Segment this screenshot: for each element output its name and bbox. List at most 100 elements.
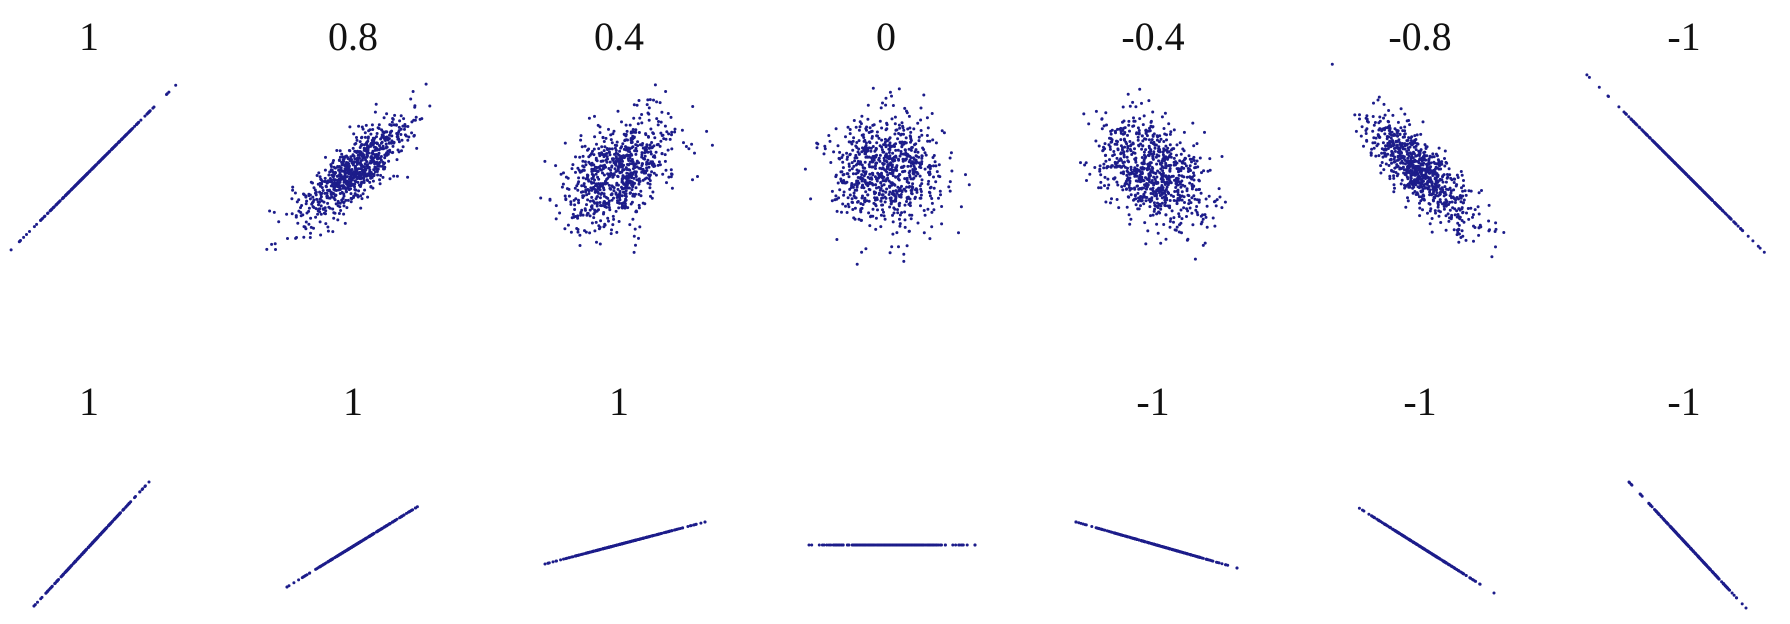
dot bbox=[363, 162, 367, 166]
dot bbox=[1736, 224, 1740, 228]
dot bbox=[577, 201, 581, 205]
dot bbox=[318, 175, 322, 179]
dot bbox=[340, 200, 344, 203]
dot bbox=[888, 251, 892, 255]
dot bbox=[923, 151, 927, 155]
dot bbox=[329, 190, 333, 194]
dot bbox=[332, 178, 336, 181]
dot bbox=[334, 171, 337, 175]
dot bbox=[607, 203, 611, 207]
dot bbox=[601, 167, 605, 171]
dot bbox=[273, 242, 277, 246]
dot bbox=[893, 145, 896, 148]
dot bbox=[583, 160, 587, 164]
dot bbox=[1423, 143, 1427, 147]
dot bbox=[879, 187, 883, 190]
dot bbox=[884, 143, 887, 147]
dot bbox=[918, 174, 922, 178]
dot bbox=[1587, 75, 1591, 79]
dot bbox=[845, 172, 849, 176]
dot bbox=[637, 99, 641, 102]
dot bbox=[1123, 145, 1127, 149]
dot bbox=[1178, 141, 1182, 145]
dot bbox=[874, 148, 878, 152]
dot bbox=[948, 180, 952, 184]
dot bbox=[1204, 215, 1208, 219]
dot bbox=[341, 169, 345, 173]
dot bbox=[900, 121, 904, 125]
dot bbox=[638, 143, 642, 147]
dot bbox=[355, 138, 359, 142]
dot bbox=[607, 127, 610, 131]
dot bbox=[1751, 239, 1755, 243]
dot bbox=[1648, 136, 1652, 140]
dot bbox=[620, 185, 623, 189]
dot bbox=[614, 209, 618, 213]
dot bbox=[608, 186, 612, 190]
dot bbox=[1132, 119, 1136, 123]
dot bbox=[1371, 129, 1375, 133]
dot bbox=[896, 208, 899, 212]
dot bbox=[881, 179, 885, 183]
dot bbox=[861, 166, 865, 170]
dot bbox=[1142, 186, 1145, 190]
dot bbox=[1399, 150, 1402, 154]
dot bbox=[893, 115, 897, 119]
dot bbox=[1399, 182, 1403, 186]
dot bbox=[1717, 205, 1721, 209]
dot bbox=[338, 188, 342, 191]
dot bbox=[1153, 146, 1157, 150]
dot bbox=[940, 129, 944, 133]
dot bbox=[926, 182, 930, 186]
dot bbox=[1183, 201, 1186, 204]
dot bbox=[884, 196, 888, 200]
dot bbox=[387, 141, 391, 145]
dot bbox=[1127, 213, 1131, 217]
dot bbox=[1136, 191, 1140, 195]
dot bbox=[593, 229, 597, 233]
dot bbox=[574, 170, 577, 174]
dot bbox=[1162, 223, 1166, 226]
dot bbox=[1163, 111, 1167, 115]
dot bbox=[885, 127, 889, 131]
dot bbox=[643, 157, 647, 161]
dot bbox=[1403, 125, 1407, 129]
dot bbox=[1448, 200, 1452, 204]
dot bbox=[575, 227, 579, 230]
dot bbox=[882, 156, 886, 160]
dot bbox=[660, 110, 664, 114]
dot bbox=[374, 102, 378, 106]
dot bbox=[292, 581, 296, 585]
dot bbox=[882, 214, 886, 218]
dot bbox=[638, 116, 642, 120]
dot bbox=[1206, 169, 1210, 173]
dot bbox=[326, 201, 330, 205]
dot bbox=[325, 194, 329, 198]
dot bbox=[1386, 144, 1390, 148]
dot bbox=[932, 208, 936, 212]
dot bbox=[629, 152, 633, 156]
dot bbox=[1178, 159, 1182, 163]
dot bbox=[1374, 154, 1378, 158]
dot bbox=[304, 202, 308, 206]
dot bbox=[587, 116, 591, 120]
dot bbox=[670, 172, 674, 176]
dot bbox=[908, 213, 912, 217]
dot bbox=[832, 150, 836, 154]
dot bbox=[874, 191, 878, 195]
dot bbox=[312, 186, 316, 190]
dot bbox=[559, 172, 563, 176]
dot bbox=[848, 168, 852, 172]
dot bbox=[350, 178, 354, 182]
dot bbox=[1391, 113, 1395, 117]
dot bbox=[879, 199, 883, 203]
dot bbox=[1455, 233, 1459, 237]
dot bbox=[851, 148, 855, 152]
dot bbox=[584, 230, 588, 234]
dot bbox=[864, 247, 868, 251]
dot bbox=[1126, 146, 1130, 150]
dot bbox=[930, 210, 934, 214]
dot bbox=[1144, 195, 1148, 199]
dot bbox=[1449, 191, 1453, 195]
dot bbox=[1480, 189, 1483, 192]
